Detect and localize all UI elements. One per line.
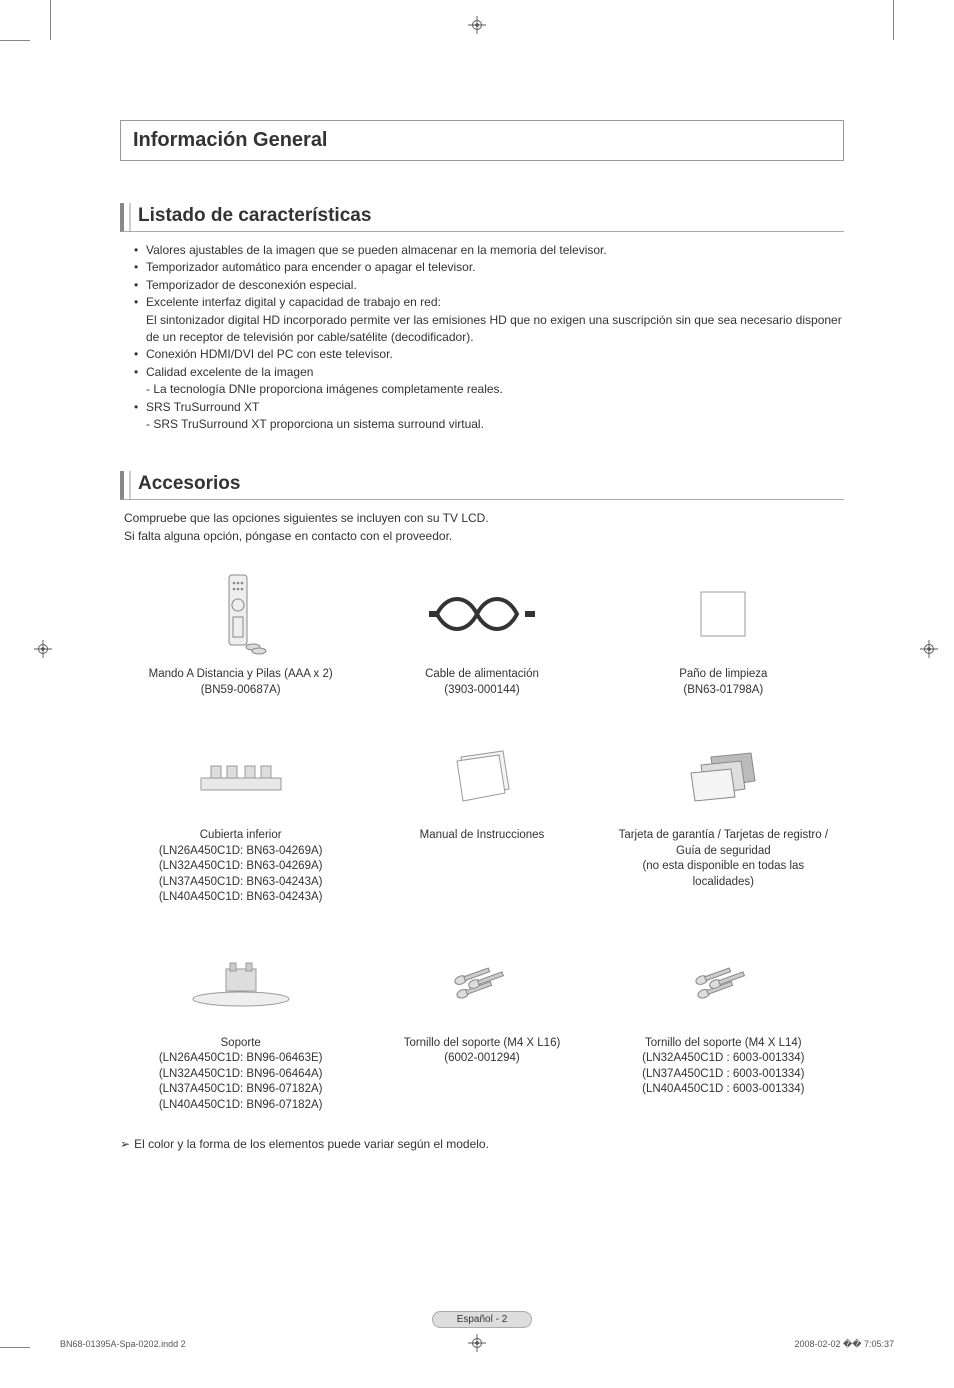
accessory-label: Tornillo del soporte (M4 X L14)(LN32A450… <box>615 1036 832 1098</box>
page-content: Información General Listado de caracterí… <box>0 0 954 1388</box>
footer-right: 2008-02-02 �� 7:05:37 <box>794 1339 894 1350</box>
feature-list: Valores ajustables de la imagen que se p… <box>120 242 844 433</box>
accessories-intro-line: Si falta alguna opción, póngase en conta… <box>124 528 844 545</box>
accessory-label: Soporte(LN26A450C1D: BN96-06463E)(LN32A4… <box>132 1036 349 1114</box>
accessory-cell: Manual de Instrucciones <box>361 724 602 920</box>
cards-icon <box>615 732 832 818</box>
features-heading-box: Listado de características <box>120 203 844 232</box>
screws-icon <box>615 940 832 1026</box>
accessory-cell: Tornillo del soporte (M4 X L16)(6002-001… <box>361 932 602 1128</box>
feature-item: Temporizador de desconexión especial. <box>134 277 844 294</box>
feature-item-sub: - La tecnología DNIe proporciona imágene… <box>134 381 844 398</box>
accessory-label: Mando A Distancia y Pilas (AAA x 2)(BN59… <box>132 667 349 698</box>
accessories-note: ➢ El color y la forma de los elementos pu… <box>120 1137 844 1151</box>
accessories-heading: Accesorios <box>138 473 844 495</box>
page-badge: Español - 2 <box>432 1311 532 1328</box>
features-heading: Listado de características <box>138 205 844 227</box>
accessory-label: Paño de limpieza(BN63-01798A) <box>615 667 832 698</box>
bottom-cover-icon <box>132 732 349 818</box>
cable-icon <box>373 571 590 657</box>
manual-icon <box>373 732 590 818</box>
accessory-label: Tornillo del soporte (M4 X L16)(6002-001… <box>373 1036 590 1067</box>
footer-left: BN68-01395A-Spa-0202.indd 2 <box>60 1339 186 1350</box>
accessories-heading-box: Accesorios <box>120 471 844 500</box>
accessory-label: Cable de alimentación(3903-000144) <box>373 667 590 698</box>
accessory-label: Tarjeta de garantía / Tarjetas de regist… <box>615 828 832 890</box>
feature-item: SRS TruSurround XT <box>134 399 844 416</box>
cloth-icon <box>615 571 832 657</box>
accessories-intro-line: Compruebe que las opciones siguientes se… <box>124 510 844 527</box>
accessory-cell: Tarjeta de garantía / Tarjetas de regist… <box>603 724 844 920</box>
accessory-cell: Cubierta inferior(LN26A450C1D: BN63-0426… <box>120 724 361 920</box>
feature-item-sub: El sintonizador digital HD incorporado p… <box>134 312 844 347</box>
accessory-label: Cubierta inferior(LN26A450C1D: BN63-0426… <box>132 828 349 906</box>
accessories-grid: Mando A Distancia y Pilas (AAA x 2)(BN59… <box>120 563 844 1127</box>
accessory-cell: Tornillo del soporte (M4 X L14)(LN32A450… <box>603 932 844 1128</box>
accessory-cell: Paño de limpieza(BN63-01798A) <box>603 563 844 712</box>
footer: BN68-01395A-Spa-0202.indd 2 2008-02-02 �… <box>60 1339 894 1350</box>
accessories-intro: Compruebe que las opciones siguientes se… <box>120 510 844 545</box>
stand-icon <box>132 940 349 1026</box>
accessory-cell: Soporte(LN26A450C1D: BN96-06463E)(LN32A4… <box>120 932 361 1128</box>
feature-item: Conexión HDMI/DVI del PC con este televi… <box>134 346 844 363</box>
accessory-cell: Mando A Distancia y Pilas (AAA x 2)(BN59… <box>120 563 361 712</box>
accessory-label: Manual de Instrucciones <box>373 828 590 844</box>
remote-icon <box>132 571 349 657</box>
note-text: El color y la forma de los elementos pue… <box>134 1137 489 1151</box>
accessory-cell: Cable de alimentación(3903-000144) <box>361 563 602 712</box>
feature-item: Calidad excelente de la imagen <box>134 364 844 381</box>
main-heading: Información General <box>133 129 831 152</box>
main-heading-box: Información General <box>120 120 844 161</box>
screws-icon <box>373 940 590 1026</box>
feature-item: Excelente interfaz digital y capacidad d… <box>134 294 844 311</box>
feature-item: Valores ajustables de la imagen que se p… <box>134 242 844 259</box>
note-arrow-icon: ➢ <box>120 1137 130 1151</box>
feature-item-sub: - SRS TruSurround XT proporciona un sist… <box>134 416 844 433</box>
feature-item: Temporizador automático para encender o … <box>134 259 844 276</box>
